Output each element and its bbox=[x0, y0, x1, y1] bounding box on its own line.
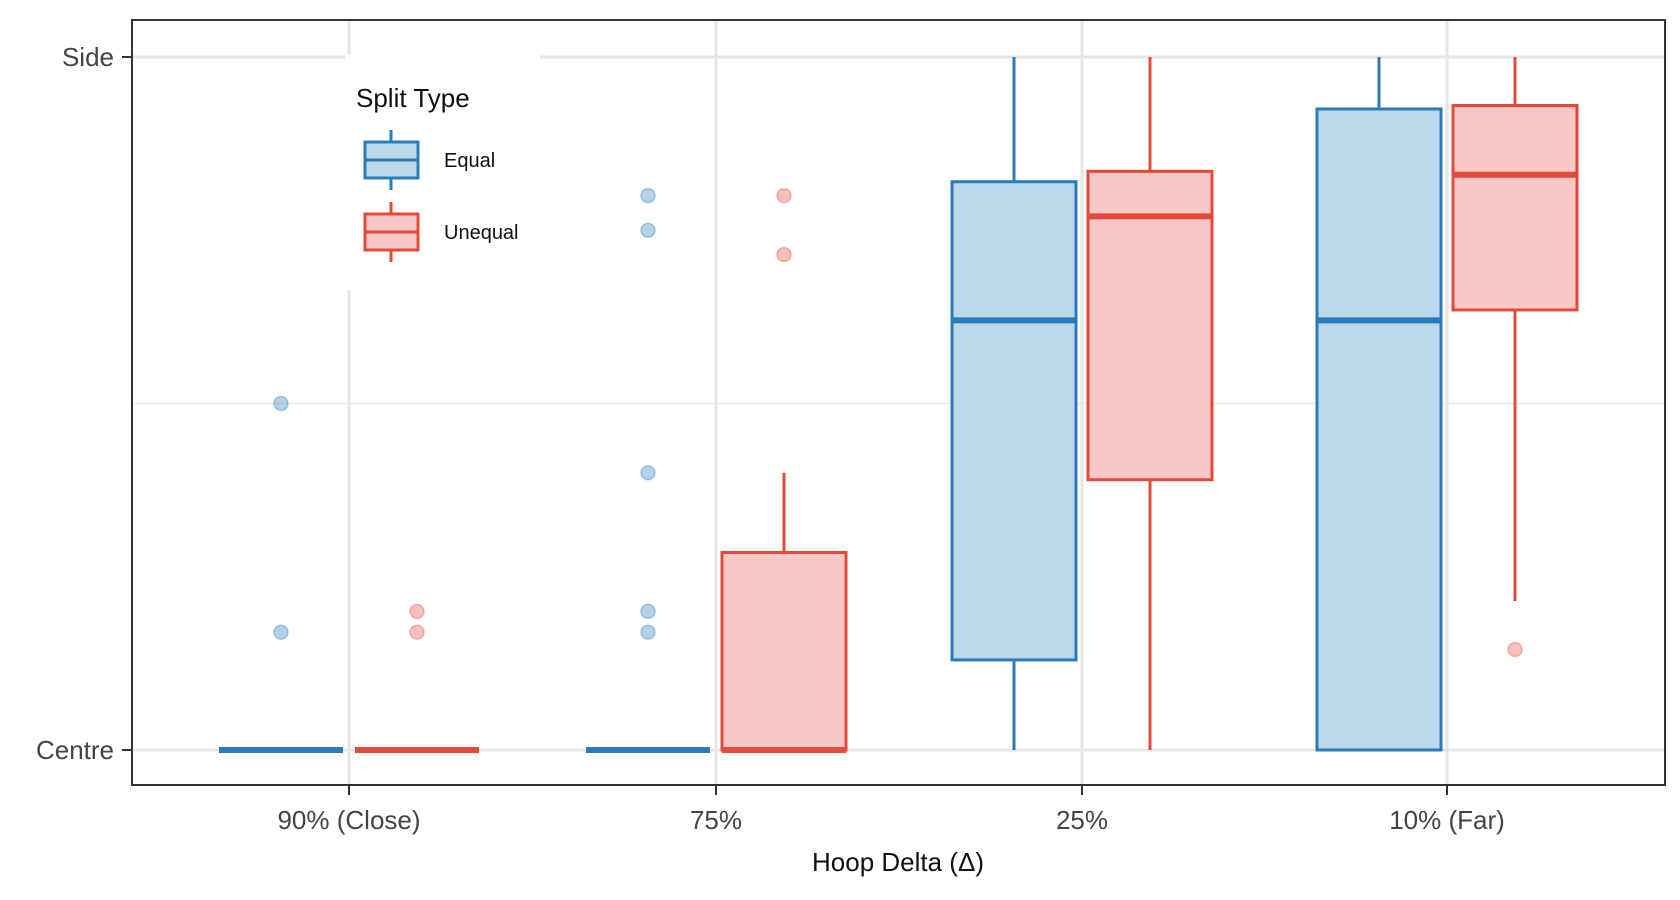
axis-layer: Centre Side 90% (Close) 75% 25% 10% (Far… bbox=[36, 19, 1666, 877]
box-equal-1 bbox=[586, 187, 710, 753]
legend-label-equal: Equal bbox=[444, 150, 495, 172]
outlier-point bbox=[409, 603, 425, 620]
box-equal-3 bbox=[1315, 57, 1443, 752]
x-tick-label-75: 75% bbox=[690, 805, 742, 835]
legend: Split Type Equal Unequal bbox=[345, 55, 540, 290]
outlier-point bbox=[1507, 641, 1523, 658]
outlier-point bbox=[640, 603, 656, 620]
box-iqr bbox=[1315, 107, 1443, 752]
plot-border bbox=[131, 19, 1666, 786]
x-axis-title: Hoop Delta (Δ) bbox=[812, 847, 984, 877]
box-unequal-0 bbox=[355, 603, 479, 753]
box-equal-2 bbox=[950, 57, 1078, 750]
outlier-point bbox=[640, 624, 656, 640]
box-layer bbox=[219, 57, 1579, 753]
outlier-point bbox=[640, 465, 656, 481]
box-unequal-1 bbox=[720, 187, 848, 753]
box-unequal-2 bbox=[1086, 57, 1214, 750]
outlier-point bbox=[640, 222, 656, 238]
box-iqr bbox=[1451, 104, 1579, 312]
outlier-point bbox=[273, 624, 289, 640]
box-equal-0 bbox=[219, 395, 343, 753]
outlier-point bbox=[273, 395, 289, 412]
legend-key-unequal bbox=[363, 202, 420, 262]
outlier-point bbox=[409, 624, 425, 640]
x-tick-label-90-close: 90% (Close) bbox=[277, 805, 420, 835]
box-iqr bbox=[720, 550, 848, 752]
outlier-point bbox=[776, 187, 792, 204]
y-tick-label-centre: Centre bbox=[36, 735, 114, 765]
y-tick-label-side: Side bbox=[62, 42, 114, 72]
legend-key-equal bbox=[363, 130, 420, 190]
x-tick-label-10-far: 10% (Far) bbox=[1389, 805, 1505, 835]
box-iqr bbox=[950, 180, 1078, 662]
outlier-point bbox=[776, 246, 792, 263]
legend-title: Split Type bbox=[356, 83, 470, 113]
box-unequal-3 bbox=[1451, 57, 1579, 658]
legend-label-unequal: Unequal bbox=[444, 222, 519, 244]
x-tick-label-25: 25% bbox=[1056, 805, 1108, 835]
outlier-point bbox=[640, 187, 656, 204]
box-iqr bbox=[1086, 169, 1214, 482]
